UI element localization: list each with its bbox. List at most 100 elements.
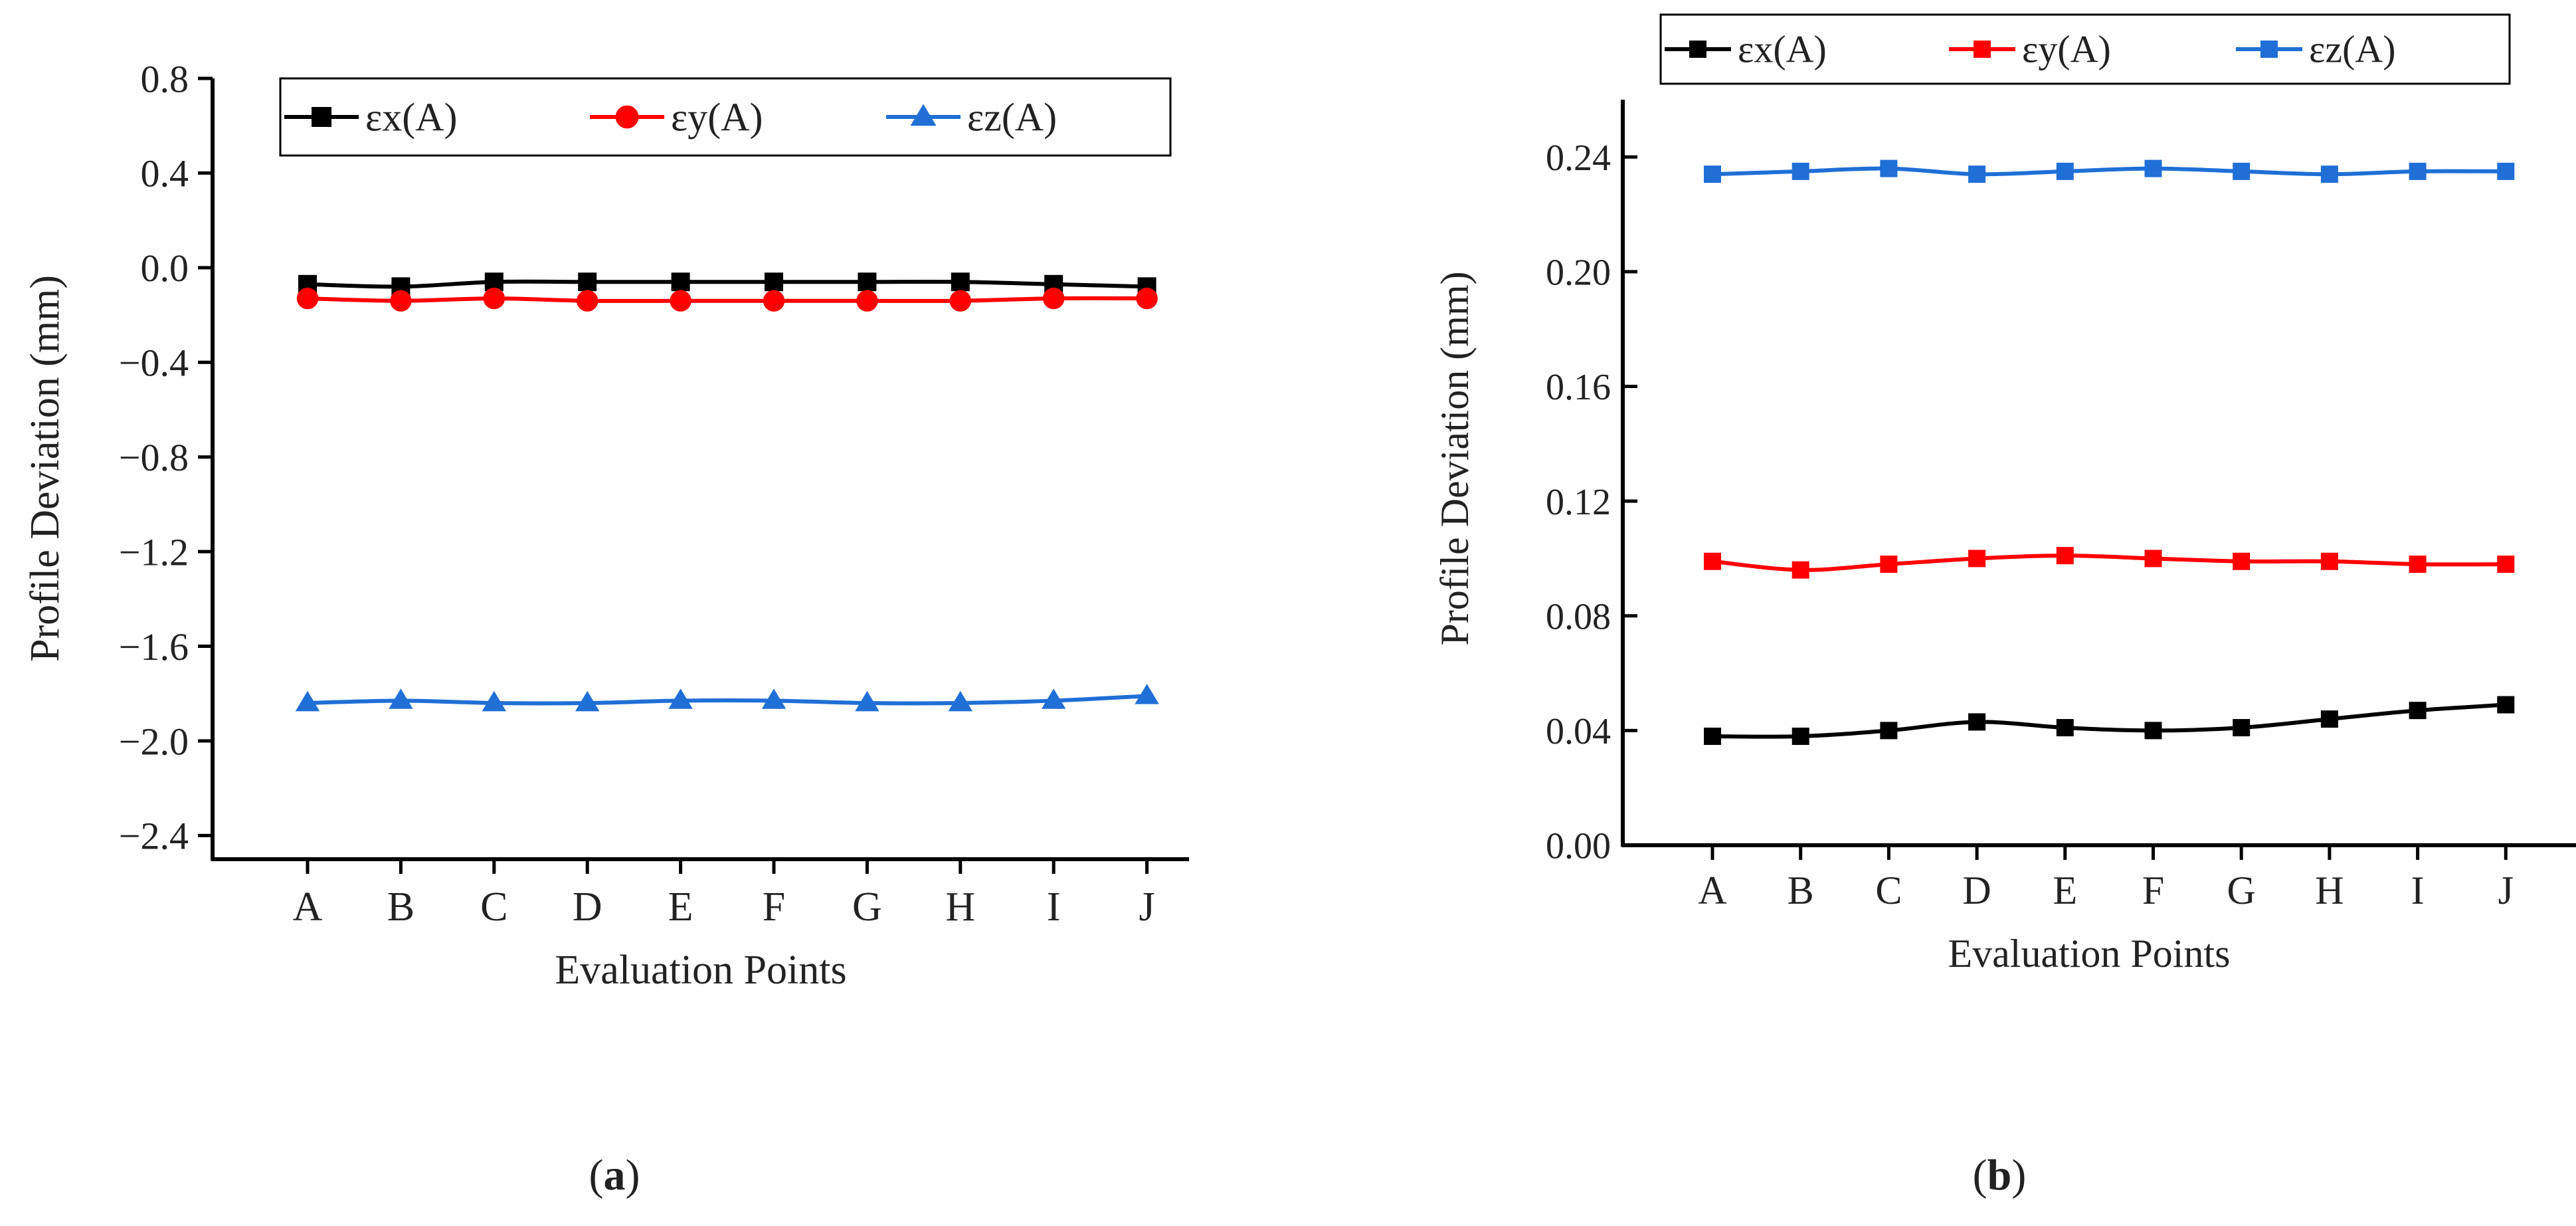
- y-tick-label: 0.8: [141, 57, 189, 100]
- data-point: [389, 688, 413, 709]
- data-point: [1792, 162, 1809, 180]
- data-point: [2497, 162, 2515, 180]
- data-point: [1880, 722, 1898, 740]
- legend-box: [279, 77, 1172, 157]
- x-tick-label: C: [1875, 868, 1902, 912]
- data-point: [1968, 550, 1986, 567]
- legend-marker: [1974, 41, 1991, 58]
- data-point: [765, 272, 783, 292]
- x-tick-label: A: [293, 884, 323, 930]
- data-point: [390, 290, 412, 312]
- legend: εx(A) εy(A) εz(A): [279, 77, 1172, 157]
- legend-marker: [910, 104, 937, 126]
- x-tick-label: G: [852, 884, 882, 930]
- y-tick-label: −1.6: [119, 625, 189, 668]
- data-point: [2409, 162, 2427, 180]
- x-axis-label: Evaluation Points: [555, 948, 846, 993]
- series-2: [1704, 159, 2515, 183]
- x-tick-label: I: [2411, 868, 2425, 912]
- panel-label-b: (b): [1973, 1151, 2027, 1199]
- y-tick-label: 0.4: [141, 152, 189, 195]
- legend-label: εx(A): [365, 95, 458, 139]
- data-point: [1704, 552, 1721, 570]
- data-point: [1968, 713, 1986, 731]
- x-tick-label: A: [1698, 868, 1726, 912]
- series-line: [307, 694, 1147, 706]
- x-tick-label: H: [2315, 868, 2344, 912]
- data-point: [1704, 728, 1721, 746]
- legend-label: εy(A): [2022, 28, 2111, 71]
- x-tick-label: B: [1788, 868, 1814, 912]
- data-point: [2409, 702, 2427, 720]
- y-tick-label: 0.04: [1546, 711, 1611, 752]
- series-line: [1712, 702, 2506, 739]
- data-point: [576, 290, 598, 312]
- x-tick-label: F: [763, 884, 785, 930]
- legend-label: εx(A): [1738, 28, 1827, 71]
- data-point: [483, 287, 506, 310]
- data-point: [2497, 696, 2515, 714]
- data-point: [763, 290, 785, 312]
- data-point: [670, 290, 691, 312]
- panel-label-a: (a): [589, 1151, 640, 1199]
- y-axis-label: Profile Deviation (mm): [1433, 271, 1477, 645]
- data-point: [1968, 165, 1986, 183]
- legend-box: [1659, 13, 2511, 85]
- data-point: [1135, 684, 1159, 704]
- data-point: [1041, 688, 1066, 709]
- legend-marker: [2260, 41, 2278, 58]
- legend-marker: [615, 105, 639, 129]
- data-point: [2320, 710, 2338, 728]
- series-0: [1704, 696, 2515, 746]
- series-line: [1712, 554, 2506, 572]
- legend-marker: [1689, 41, 1706, 58]
- x-tick-label: E: [2053, 868, 2077, 912]
- data-point: [2144, 722, 2162, 740]
- data-point: [668, 688, 693, 709]
- data-point: [2056, 162, 2074, 180]
- data-point: [856, 290, 878, 312]
- y-tick-label: 0.12: [1546, 482, 1611, 523]
- x-axis-label: Evaluation Points: [1948, 932, 2231, 975]
- data-point: [2056, 547, 2074, 565]
- series-line: [1712, 166, 2506, 177]
- data-point: [2233, 162, 2251, 180]
- legend: εx(A) εy(A) εz(A): [1659, 13, 2511, 85]
- data-point: [858, 272, 877, 292]
- data-point: [2409, 556, 2427, 573]
- data-point: [295, 690, 320, 712]
- data-point: [2056, 719, 2074, 737]
- data-point: [296, 287, 319, 310]
- data-point: [2320, 552, 2338, 570]
- x-tick-label: E: [668, 884, 693, 930]
- y-tick-label: 0.24: [1546, 138, 1611, 179]
- panel-b-chart: 0.00 0.04 0.08 0.12 0.16 0.20 0.24 A B C D E F G H I J Ev…: [1433, 13, 2576, 975]
- y-tick-label: 0.00: [1546, 826, 1611, 867]
- data-point: [1042, 287, 1065, 310]
- y-tick-label: 0.16: [1546, 367, 1611, 408]
- series-line: [307, 296, 1147, 303]
- data-point: [948, 690, 973, 712]
- y-tick-label: −2.4: [119, 815, 189, 858]
- legend-label: εy(A): [671, 95, 763, 139]
- data-point: [482, 690, 507, 712]
- data-point: [761, 688, 786, 709]
- data-point: [575, 690, 600, 712]
- data-point: [578, 272, 597, 292]
- x-tick-label: I: [1047, 884, 1061, 930]
- series-0: [298, 272, 1156, 296]
- data-point: [2320, 165, 2338, 183]
- legend-label: εz(A): [2309, 28, 2396, 71]
- y-tick-label: −0.8: [119, 436, 189, 479]
- data-point: [1880, 159, 1898, 177]
- data-point: [2233, 552, 2251, 570]
- series-line: [307, 279, 1147, 289]
- legend-marker: [312, 107, 331, 127]
- data-point: [951, 272, 970, 292]
- x-tick-label: J: [1139, 884, 1155, 930]
- x-tick-label: D: [573, 884, 602, 930]
- data-point: [1792, 728, 1809, 746]
- data-point: [855, 690, 879, 712]
